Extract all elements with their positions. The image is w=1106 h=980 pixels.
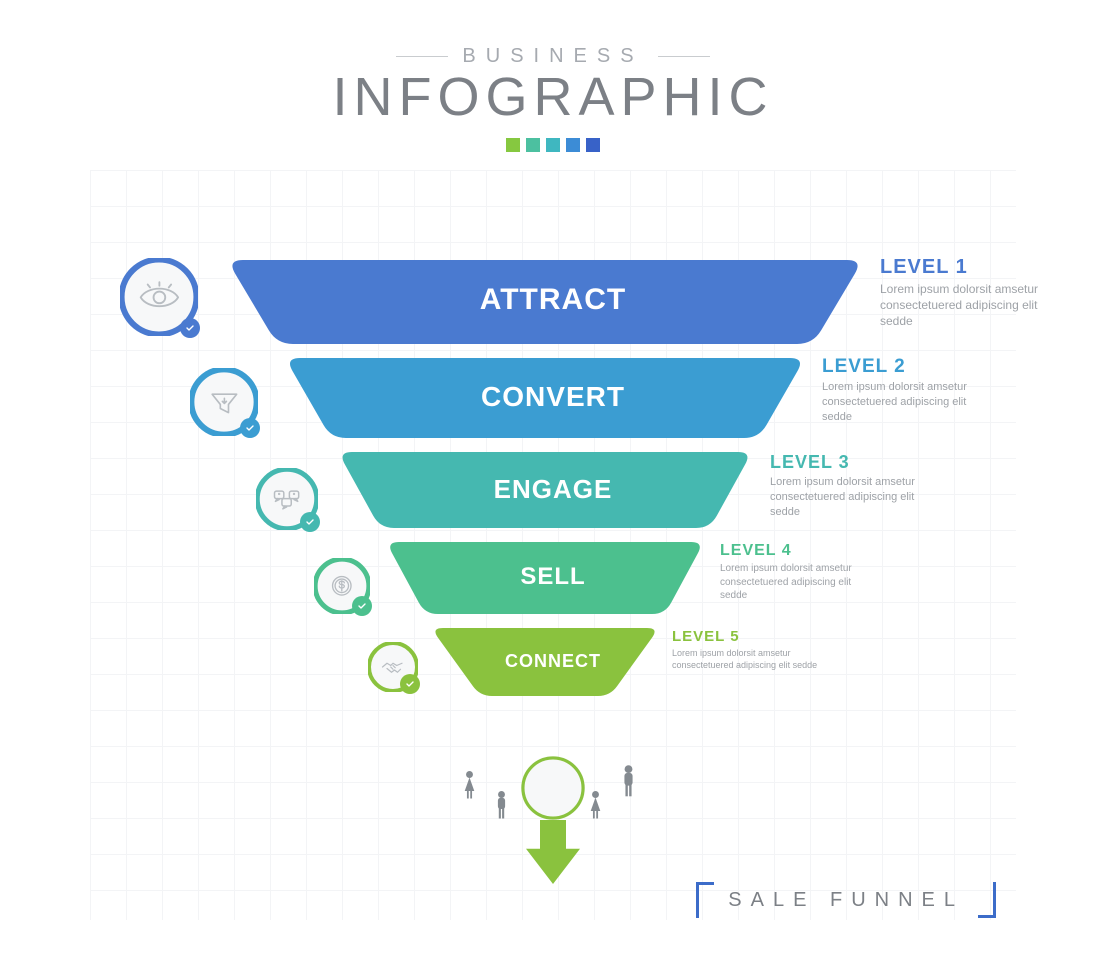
swatch [566,138,580,152]
dollar-icon [521,756,585,820]
level-description: Lorem ipsum dolorsit amsetur consectetue… [770,475,940,520]
header-overline: BUSINESS [396,45,709,68]
level-title: LEVEL 4 [720,542,880,560]
chat-icon [256,468,318,530]
funnel-segment-label: ENGAGE [0,474,1106,505]
level-title: LEVEL 5 [672,628,822,645]
level-block: LEVEL 5 Lorem ipsum dolorsit amsetur con… [672,628,822,671]
funnel-icon [190,368,258,436]
person-icon [620,764,637,803]
level-description: Lorem ipsum dolorsit amsetur consectetue… [822,380,997,425]
level-description: Lorem ipsum dolorsit amsetur consectetue… [880,281,1060,330]
funnel-segment: CONNECT [0,628,1106,696]
footer-label: SALE FUNNEL [696,882,996,918]
level-description: Lorem ipsum dolorsit amsetur consectetue… [720,562,880,603]
level-title: LEVEL 2 [822,356,997,378]
level-block: LEVEL 2 Lorem ipsum dolorsit amsetur con… [822,356,997,425]
person-icon [462,770,477,805]
header: BUSINESS INFOGRAPHIC [0,44,1106,152]
funnel-segment-label: SELL [0,563,1106,591]
swatch [546,138,560,152]
coin-icon [314,558,370,614]
person-icon [588,790,603,825]
funnel-segment: ENGAGE [0,452,1106,528]
swatch [526,138,540,152]
funnel-outlet [521,756,585,884]
swatch [506,138,520,152]
person-icon [494,790,509,825]
level-block: LEVEL 4 Lorem ipsum dolorsit amsetur con… [720,542,880,603]
level-title: LEVEL 1 [880,256,1060,279]
level-title: LEVEL 3 [770,452,940,473]
funnel-segment-label: CONNECT [0,651,1106,672]
header-title: INFOGRAPHIC [0,66,1106,128]
level-block: LEVEL 3 Lorem ipsum dolorsit amsetur con… [770,452,940,520]
handshake-icon [368,642,418,692]
funnel-segment: SELL [0,542,1106,614]
level-description: Lorem ipsum dolorsit amsetur consectetue… [672,647,822,671]
eye-icon [120,258,198,336]
header-swatches [0,138,1106,152]
footer-text: SALE FUNNEL [714,887,978,914]
swatch [586,138,600,152]
level-block: LEVEL 1 Lorem ipsum dolorsit amsetur con… [880,256,1060,330]
arrow-down-icon [526,820,580,884]
